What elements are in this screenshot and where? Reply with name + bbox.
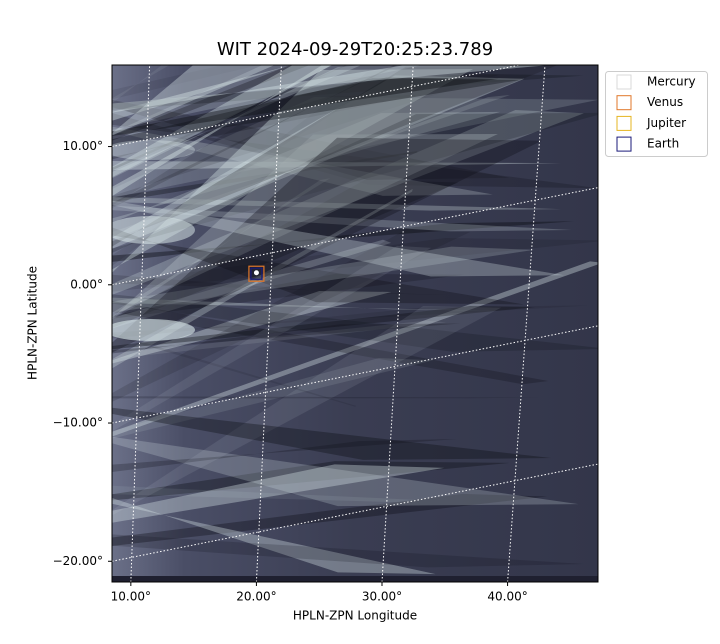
- streak: [112, 73, 584, 110]
- grid: [112, 65, 598, 582]
- grid-line: [112, 463, 598, 562]
- streak: [112, 534, 584, 568]
- streak: [112, 294, 598, 352]
- streak: [112, 245, 432, 432]
- y-tick-label: 0.00°: [70, 277, 103, 291]
- streak: [112, 126, 493, 196]
- streak: [112, 112, 598, 253]
- legend-label: Mercury: [647, 75, 696, 89]
- streak: [112, 74, 500, 206]
- x-axis-label: HPLN-ZPN Longitude: [293, 609, 417, 623]
- legend-swatch: [616, 95, 632, 111]
- streak: [112, 332, 357, 407]
- streak: [112, 197, 562, 211]
- streak: [112, 357, 434, 439]
- x-tick-label: 10.00°: [111, 590, 151, 604]
- bright-region: [112, 140, 195, 160]
- planet-marker: [248, 265, 265, 282]
- markers: [248, 265, 265, 282]
- streak: [112, 274, 448, 296]
- y-tick-label: 10.00°: [63, 139, 103, 153]
- y-tick-label: −10.00°: [53, 416, 103, 430]
- plot-frame: [111, 64, 599, 583]
- streak: [112, 407, 551, 460]
- streak: [112, 97, 598, 198]
- streak: [112, 179, 459, 329]
- bright-region: [112, 216, 195, 244]
- streak: [112, 436, 579, 507]
- streak: [112, 68, 474, 273]
- streak: [112, 65, 333, 178]
- bright-object: [253, 270, 259, 276]
- streak: [112, 227, 525, 305]
- y-tick-label: −20.00°: [53, 554, 103, 568]
- streak: [112, 65, 423, 133]
- streak: [112, 306, 502, 516]
- streak: [112, 77, 499, 136]
- grid-line: [112, 325, 598, 424]
- streak: [112, 485, 420, 503]
- streak: [112, 65, 310, 141]
- bright-region: [112, 319, 195, 341]
- legend-swatch: [616, 74, 632, 90]
- streak: [112, 133, 498, 319]
- streak: [112, 65, 348, 171]
- streak: [112, 137, 542, 353]
- streak: [112, 99, 510, 180]
- streak: [112, 109, 584, 295]
- image-area: [112, 65, 598, 582]
- image-background: [112, 65, 598, 582]
- streak: [112, 75, 525, 249]
- streak: [112, 300, 549, 385]
- streak: [112, 273, 464, 319]
- legend-items: Mercury Venus Jupiter Earth: [616, 74, 696, 152]
- x-tick-label: 20.00°: [236, 590, 276, 604]
- streak: [112, 239, 392, 329]
- legend-label: Venus: [647, 95, 683, 109]
- x-tick-label: 40.00°: [487, 590, 527, 604]
- streak: [112, 161, 562, 171]
- legend-label: Earth: [647, 137, 679, 151]
- streak: [112, 320, 447, 359]
- streak: [112, 78, 520, 146]
- streak: [112, 65, 260, 100]
- streak: [112, 205, 572, 232]
- streak: [112, 396, 540, 399]
- y-axis-label: HPLN-ZPN Latitude: [26, 266, 40, 380]
- streak: [112, 290, 392, 364]
- legend-swatch: [616, 136, 632, 152]
- chart-title: WIT 2024-09-29T20:25:23.789: [217, 39, 493, 60]
- streak: [112, 246, 534, 313]
- grid-line: [112, 187, 598, 286]
- streak: [112, 461, 510, 501]
- legend-swatch: [616, 115, 632, 131]
- streak: [112, 113, 598, 189]
- x-tick-label: 30.00°: [362, 590, 402, 604]
- grid-line: [130, 65, 151, 582]
- streak: [112, 229, 471, 402]
- streak: [112, 297, 504, 311]
- legend-label: Jupiter: [646, 116, 686, 130]
- streak: [112, 237, 598, 292]
- image-edge: [112, 576, 598, 582]
- legend: [605, 71, 708, 157]
- streak: [112, 464, 445, 523]
- streak: [112, 306, 535, 350]
- planet-marker: [250, 267, 263, 280]
- streak: [112, 65, 275, 136]
- streak: [112, 200, 565, 277]
- streak: [112, 493, 547, 546]
- streak: [112, 151, 418, 203]
- streak: [112, 261, 598, 437]
